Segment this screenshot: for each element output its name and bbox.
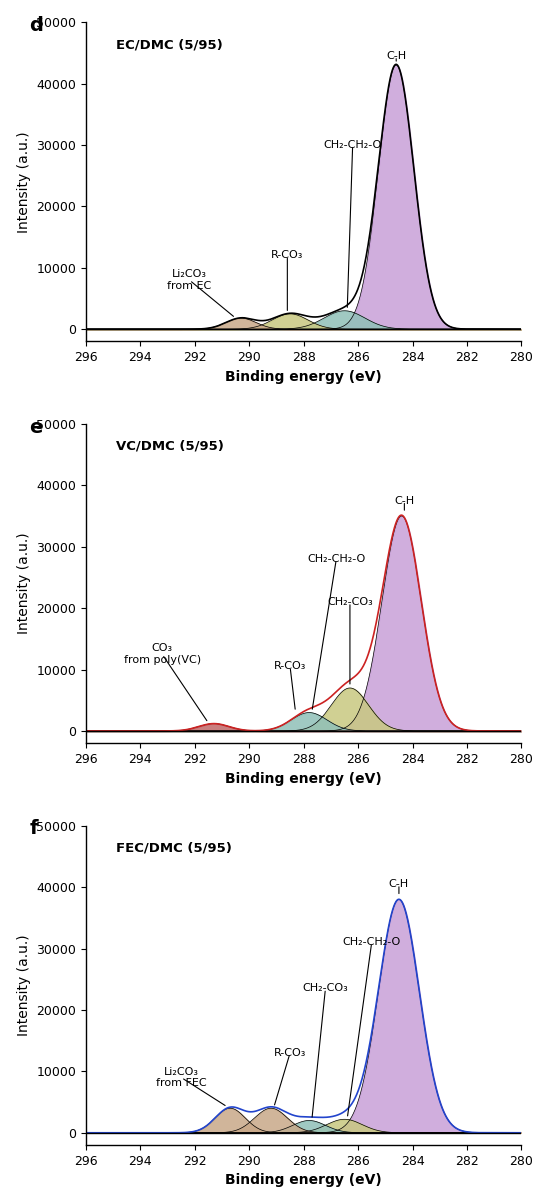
Text: R-CO₃: R-CO₃ <box>271 250 304 260</box>
Text: Li₂CO₃
from FEC: Li₂CO₃ from FEC <box>156 1067 206 1088</box>
Text: R-CO₃: R-CO₃ <box>274 661 306 672</box>
Text: d: d <box>29 16 43 35</box>
X-axis label: Binding energy (eV): Binding energy (eV) <box>226 1174 382 1187</box>
Text: EC/DMC (5/95): EC/DMC (5/95) <box>117 39 223 51</box>
Text: VC/DMC (5/95): VC/DMC (5/95) <box>117 439 224 453</box>
Text: CH₂-CH₂-O: CH₂-CH₂-O <box>307 554 365 563</box>
X-axis label: Binding energy (eV): Binding energy (eV) <box>226 772 382 785</box>
Text: R-CO₃: R-CO₃ <box>274 1047 306 1058</box>
Text: CH₂-CO₃: CH₂-CO₃ <box>327 597 373 607</box>
Text: FEC/DMC (5/95): FEC/DMC (5/95) <box>117 842 232 855</box>
Y-axis label: Intensity (a.u.): Intensity (a.u.) <box>16 934 31 1037</box>
Text: C-H: C-H <box>386 51 406 61</box>
Text: e: e <box>29 418 43 437</box>
Text: CH₂-CO₃: CH₂-CO₃ <box>302 984 348 993</box>
Text: C-H: C-H <box>389 879 409 889</box>
Text: C-H: C-H <box>394 496 415 506</box>
Text: CH₂-CH₂-O: CH₂-CH₂-O <box>323 140 382 150</box>
X-axis label: Binding energy (eV): Binding energy (eV) <box>226 370 382 384</box>
Text: CH₂-CH₂-O: CH₂-CH₂-O <box>343 938 401 948</box>
Y-axis label: Intensity (a.u.): Intensity (a.u.) <box>16 131 31 232</box>
Text: Li₂CO₃
from EC: Li₂CO₃ from EC <box>167 270 212 291</box>
Text: f: f <box>29 820 38 838</box>
Text: CO₃
from poly(VC): CO₃ from poly(VC) <box>124 643 201 665</box>
Y-axis label: Intensity (a.u.): Intensity (a.u.) <box>16 533 31 635</box>
